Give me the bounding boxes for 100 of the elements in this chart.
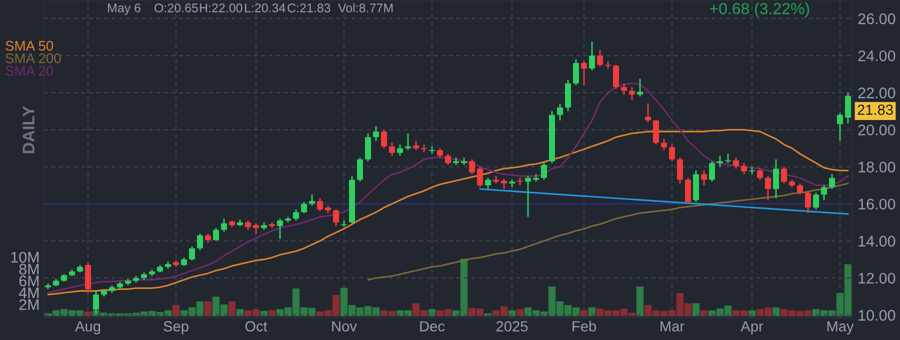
bar: [204, 301, 212, 316]
x-tick-label: Dec: [420, 321, 445, 332]
text: SMA 50: [6, 40, 54, 51]
y-tick-label: 16.00: [858, 198, 896, 210]
annotation: O:20.65: [154, 4, 198, 12]
candlestick: [645, 103, 651, 124]
candlestick: [373, 125, 379, 142]
candlestick: [277, 218, 283, 240]
y-tick-label: 10.00: [858, 310, 896, 321]
y2-tick-label: 10M: [11, 252, 39, 263]
annotation: L:20.34: [245, 4, 286, 12]
candlestick: [557, 103, 563, 122]
candlestick: [389, 142, 395, 156]
candlestick: [629, 86, 635, 101]
candlestick: [245, 220, 251, 230]
candlestick: [573, 58, 579, 86]
candlestick: [613, 64, 619, 90]
candlestick: [477, 166, 483, 188]
candlestick: [709, 160, 715, 182]
candlestick: [381, 129, 387, 149]
candlestick: [357, 156, 363, 182]
candlestick: [637, 78, 643, 98]
candlestick: [333, 208, 339, 227]
candlestick: [317, 198, 323, 212]
candlestick: [685, 177, 691, 205]
x-tick-label: Mar: [660, 321, 684, 332]
text: SMA 200: [6, 53, 61, 64]
y-tick-label: 26.00: [858, 13, 896, 24]
candlestick: [829, 174, 835, 190]
candlestick: [397, 144, 403, 156]
candlestick: [485, 177, 491, 190]
candlestick: [205, 232, 211, 244]
annotation: +0.68 (3.22%): [710, 2, 810, 18]
candlestick: [653, 120, 659, 146]
candlestick: [669, 144, 675, 162]
bar: [636, 286, 644, 316]
bar: [228, 301, 236, 316]
x-tick-label: May: [827, 321, 854, 334]
x-tick-label: Feb: [572, 320, 596, 332]
y-tick-label: 14.00: [858, 236, 896, 247]
bar: [692, 303, 700, 316]
x-tick-label: Nov: [332, 321, 357, 332]
bar: [428, 309, 436, 316]
y-tick-label: 22.00: [858, 88, 896, 98]
candlestick: [805, 190, 811, 214]
x-tick-label: Aug: [75, 321, 100, 334]
candlestick: [733, 156, 739, 170]
candlestick: [405, 132, 411, 151]
candlestick: [701, 170, 707, 186]
candlestick: [837, 112, 843, 142]
candlestick: [773, 158, 779, 199]
candlestick: [469, 158, 475, 175]
annotation: C:21.83: [288, 4, 330, 12]
candlestick: [525, 175, 531, 218]
candlestick: [541, 162, 547, 180]
x-tick-label: Oct: [245, 321, 268, 332]
x-tick-label: Apr: [740, 321, 764, 334]
candlestick: [221, 218, 227, 232]
candlestick: [581, 60, 587, 86]
y2-tick-label: 6M: [19, 276, 39, 286]
y-tick-label: 24.00: [858, 50, 896, 62]
x-tick-label: 2025: [496, 321, 528, 332]
candlestick: [437, 148, 443, 158]
text: DAILY: [22, 106, 34, 154]
candlestick: [781, 166, 787, 184]
candlestick: [293, 208, 299, 222]
y-tick-label: 20.00: [858, 124, 896, 136]
annotation: H:22.00: [200, 4, 242, 12]
candlestick: [661, 138, 667, 151]
candlestick: [757, 168, 763, 180]
bar: [172, 304, 180, 316]
candlestick: [253, 222, 259, 234]
candlestick: [189, 246, 195, 262]
candlestick: [197, 232, 203, 251]
candlestick: [93, 290, 99, 315]
candlestick: [213, 227, 219, 242]
candlestick: [413, 140, 419, 151]
y2-tick-label: 2M: [19, 299, 39, 310]
candlestick: [445, 153, 451, 166]
candlestick: [845, 92, 851, 124]
candlestick: [717, 154, 723, 168]
y2-tick-label: 4M: [18, 288, 39, 298]
candlestick: [765, 175, 771, 201]
y2-tick-label: 8M: [19, 264, 39, 275]
y-tick-label: 18.00: [858, 162, 896, 172]
candlestick: [501, 178, 507, 190]
annotation: May 6: [108, 4, 140, 15]
candlestick: [821, 184, 827, 201]
x-tick-label: Sep: [164, 321, 188, 334]
candlestick: [301, 201, 307, 214]
y-tick-label: 12.00: [858, 272, 896, 284]
candlestick: [589, 41, 595, 72]
text: 21.83: [858, 104, 893, 115]
candlestick: [597, 49, 603, 68]
candlestick: [309, 194, 315, 206]
candlestick: [621, 82, 627, 96]
candlestick: [813, 192, 819, 210]
text: SMA 20: [6, 66, 54, 76]
candlestick: [797, 182, 803, 196]
candlestick: [365, 132, 371, 162]
